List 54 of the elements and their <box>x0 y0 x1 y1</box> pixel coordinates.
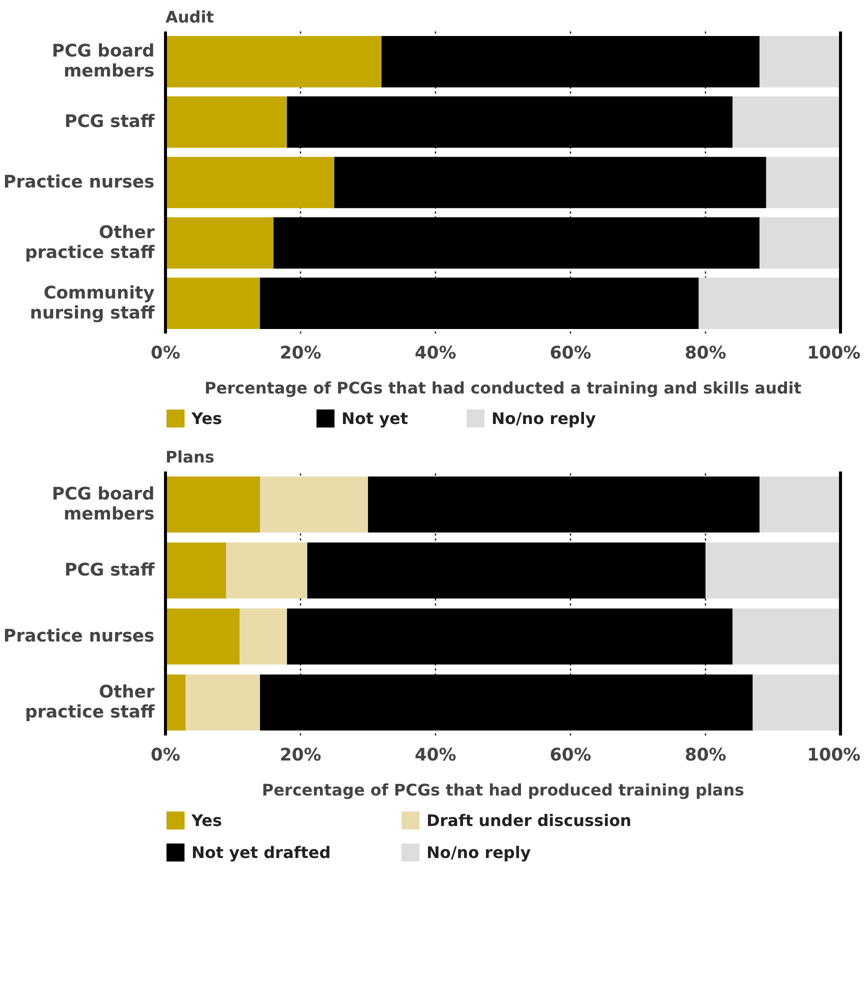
bar <box>240 608 287 665</box>
bar <box>166 608 240 665</box>
x-tick-label: 40% <box>414 746 456 766</box>
chart-title: Plans <box>166 448 214 466</box>
bar <box>166 542 226 599</box>
x-tick-label: 100% <box>806 344 861 364</box>
legend-label: Not yet drafted <box>192 843 331 862</box>
bar <box>166 96 287 148</box>
bar <box>166 217 274 269</box>
y-tick-label: Practice nurses <box>3 172 155 192</box>
legend-label: Yes <box>190 409 222 428</box>
x-tick-label: 20% <box>280 344 322 364</box>
x-tick-label: 20% <box>280 746 322 766</box>
x-tick-label: 100% <box>806 746 861 766</box>
y-tick-label: Other practice staff <box>24 222 156 263</box>
legend-label: Not yet <box>342 409 408 428</box>
x-axis-title: Percentage of PCGs that had conducted a training and skills audit <box>204 378 802 398</box>
x-tick-label: 40% <box>414 344 456 364</box>
bar <box>186 674 260 731</box>
chart-title: Audit <box>166 8 214 26</box>
bar <box>760 217 840 269</box>
bar <box>752 674 840 731</box>
bar <box>166 278 260 329</box>
bar <box>732 96 840 148</box>
y-tick-label: Community nursing staff <box>30 283 156 324</box>
bar <box>226 542 308 599</box>
x-tick-label: 80% <box>684 344 726 364</box>
bar <box>760 36 840 88</box>
x-tick-label: 60% <box>550 344 592 364</box>
y-tick-label: Other practice staff <box>24 682 156 722</box>
x-tick-label: 80% <box>684 746 726 766</box>
x-tick-label: 60% <box>550 746 592 766</box>
bar <box>732 608 840 665</box>
x-axis-title: Percentage of PCGs that had produced training plans <box>262 780 744 800</box>
bar <box>706 542 840 599</box>
y-tick-label: PCG board members <box>52 42 155 82</box>
legend-label: No/no reply <box>492 409 596 428</box>
bar <box>166 674 186 731</box>
legend-label: Draft under discussion <box>426 811 632 830</box>
y-tick-label: PCG staff <box>64 112 156 132</box>
bar <box>260 476 368 533</box>
y-tick-label: Practice nurses <box>3 626 155 646</box>
legend-label: No/no reply <box>426 843 532 862</box>
bar <box>760 476 840 533</box>
legend-label: Yes <box>190 811 222 830</box>
bar <box>166 156 334 208</box>
y-tick-label: PCG staff <box>64 560 156 580</box>
x-tick-label: 0% <box>150 344 180 364</box>
bar <box>766 156 840 208</box>
bar <box>166 36 382 88</box>
y-tick-label: PCG board members <box>52 484 155 524</box>
bar <box>698 278 840 329</box>
x-tick-label: 0% <box>150 746 180 766</box>
bar <box>166 476 260 533</box>
